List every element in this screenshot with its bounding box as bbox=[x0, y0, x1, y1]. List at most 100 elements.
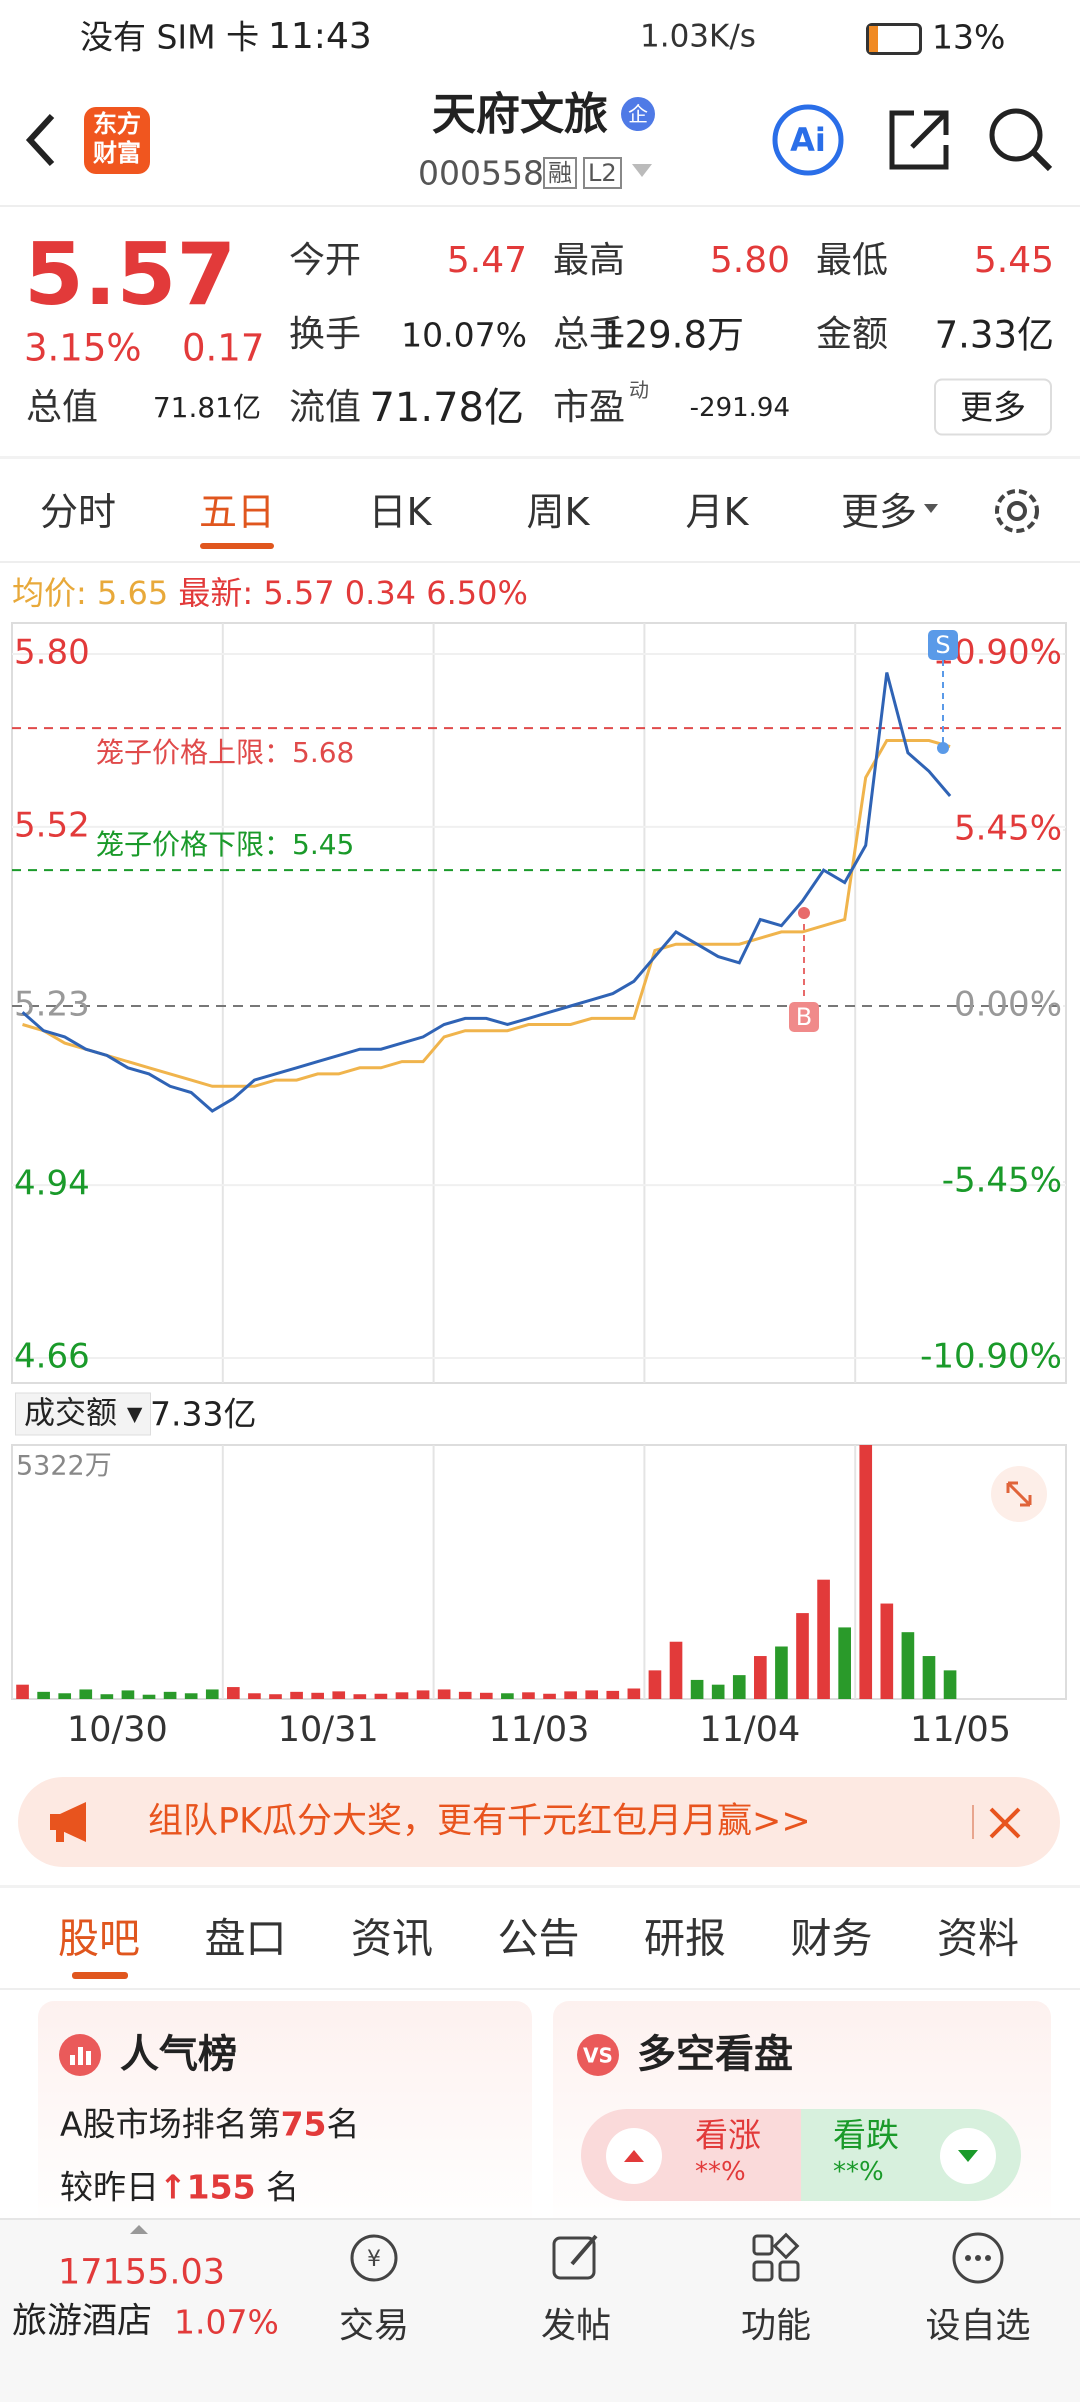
ai-button[interactable]: Ai bbox=[770, 102, 846, 178]
share-button[interactable] bbox=[884, 105, 954, 175]
volume-selector[interactable]: 成交额 ▾ bbox=[15, 1392, 152, 1436]
y2-tick-label: -5.45% bbox=[942, 1161, 1062, 1201]
volume-bar bbox=[943, 1670, 957, 1699]
svg-text:VS: VS bbox=[583, 2044, 613, 2068]
nav-label[interactable]: 发帖 bbox=[540, 2306, 612, 2347]
svg-text:Ai: Ai bbox=[790, 121, 826, 159]
bear-button[interactable] bbox=[938, 2126, 998, 2186]
clock: 11:43 bbox=[268, 16, 372, 57]
volume-bar bbox=[142, 1694, 156, 1699]
period-tab[interactable]: 日K bbox=[368, 490, 432, 534]
y2-tick-label: 0.00% bbox=[954, 985, 1062, 1025]
period-tab[interactable]: 月K bbox=[685, 490, 749, 534]
nav-icon[interactable] bbox=[746, 2228, 806, 2288]
volume-bar bbox=[37, 1691, 50, 1699]
stat-label: 流值 bbox=[289, 387, 362, 428]
nav-icon[interactable]: ¥ bbox=[344, 2228, 404, 2288]
content-tab[interactable]: 公告 bbox=[497, 1914, 580, 1963]
period-tab[interactable]: 周K bbox=[526, 490, 590, 534]
banner[interactable] bbox=[18, 1777, 1060, 1867]
divider bbox=[0, 456, 1080, 459]
change-amount: 0.17 bbox=[182, 326, 265, 370]
change-prefix: 较昨日 bbox=[60, 2167, 159, 2207]
rank-prefix: A股市场排名第 bbox=[60, 2104, 281, 2144]
price-line bbox=[21, 672, 952, 1113]
more-button[interactable]: 更多 bbox=[934, 378, 1052, 436]
pull-up-icon[interactable] bbox=[128, 2222, 150, 2236]
rank-line: A股市场排名第75名 bbox=[60, 2108, 360, 2141]
period-tab[interactable]: 分时 bbox=[39, 490, 117, 534]
volume-bar bbox=[775, 1646, 788, 1699]
volume-bar bbox=[817, 1579, 830, 1699]
change-suffix: 名 bbox=[266, 2167, 300, 2207]
volume-bar bbox=[184, 1693, 198, 1699]
sector-pct[interactable]: 1.07% bbox=[174, 2302, 279, 2342]
banner-text[interactable]: 组队PK瓜分大奖，更有千元红包月月赢>> bbox=[148, 1801, 811, 1842]
buy-marker-dot bbox=[798, 907, 810, 919]
settings-button[interactable] bbox=[990, 484, 1044, 538]
battery-level bbox=[869, 26, 878, 52]
nav-label[interactable]: 设自选 bbox=[925, 2306, 1031, 2347]
rank-change: 155 bbox=[186, 2167, 256, 2207]
content-tab[interactable]: 资讯 bbox=[351, 1914, 433, 1963]
stat-label: 换手 bbox=[289, 314, 362, 355]
index-value[interactable]: 17155.03 bbox=[58, 2252, 226, 2293]
close-button[interactable] bbox=[988, 1806, 1022, 1840]
volume-bar bbox=[58, 1693, 72, 1699]
latest-value: 5.57 bbox=[263, 574, 335, 612]
period-tab[interactable]: 更多 bbox=[840, 490, 918, 534]
volume-bar bbox=[416, 1690, 430, 1699]
limit-label: 笼子价格下限： bbox=[96, 828, 292, 861]
nav-icon[interactable] bbox=[948, 2228, 1008, 2288]
expand-button[interactable] bbox=[990, 1465, 1048, 1523]
popularity-card[interactable] bbox=[38, 2001, 532, 2231]
volume-bar bbox=[501, 1693, 514, 1699]
dropdown-icon[interactable] bbox=[630, 162, 654, 180]
y-tick-label: 5.23 bbox=[14, 985, 90, 1025]
volume-bar bbox=[564, 1691, 577, 1699]
search-button[interactable] bbox=[986, 105, 1056, 175]
volume-tick-label: 5322万 bbox=[16, 1451, 112, 1482]
divider bbox=[0, 561, 1080, 563]
stat-value: 7.33亿 bbox=[934, 313, 1054, 357]
sell-marker-box bbox=[928, 630, 958, 660]
nav-icon[interactable] bbox=[546, 2228, 606, 2288]
volume-bar bbox=[395, 1692, 409, 1699]
stat-value: 71.81亿 bbox=[152, 391, 261, 424]
nav-label[interactable]: 交易 bbox=[338, 2306, 410, 2347]
volume-bar bbox=[374, 1693, 388, 1699]
content-tab[interactable]: 股吧 bbox=[58, 1914, 140, 1963]
content-tab[interactable]: 研报 bbox=[644, 1914, 726, 1963]
rank-icon bbox=[59, 2034, 101, 2076]
card-title: 多空看盘 bbox=[637, 2032, 794, 2078]
limit-value: 5.68 bbox=[292, 736, 354, 769]
content-tab[interactable]: 财务 bbox=[790, 1914, 873, 1963]
stat-label: 今开 bbox=[289, 240, 362, 281]
rank-value: 75 bbox=[280, 2104, 327, 2144]
sector-name[interactable]: 旅游酒店 bbox=[12, 2301, 153, 2342]
buy-marker: B bbox=[796, 1003, 812, 1031]
content-tab[interactable]: 盘口 bbox=[204, 1914, 287, 1963]
volume-bar bbox=[796, 1613, 809, 1699]
volume-bar bbox=[332, 1691, 346, 1699]
volume-bar bbox=[690, 1679, 704, 1699]
volume-bar bbox=[732, 1675, 746, 1699]
latest-change: 0.34 bbox=[344, 574, 417, 612]
y2-tick-label: 5.45% bbox=[954, 809, 1062, 849]
nav-label[interactable]: 功能 bbox=[740, 2306, 812, 2347]
average-line bbox=[22, 739, 951, 1088]
back-button[interactable] bbox=[22, 110, 62, 170]
volume-bar bbox=[248, 1693, 261, 1699]
vs-icon: VS bbox=[577, 2034, 619, 2076]
rank-change-line: 较昨日↑155 名 bbox=[60, 2171, 299, 2204]
volume-bar bbox=[522, 1692, 535, 1699]
limit-label: 笼子价格上限： bbox=[96, 736, 292, 769]
volume-bar bbox=[585, 1690, 599, 1699]
active-tab-indicator bbox=[72, 1972, 128, 1979]
bull-button[interactable] bbox=[604, 2126, 664, 2186]
period-tab[interactable]: 五日 bbox=[198, 490, 276, 534]
sell-marker: S bbox=[935, 631, 950, 659]
app-logo[interactable]: 东方 财富 bbox=[84, 107, 150, 174]
content-tab[interactable]: 资料 bbox=[937, 1914, 1019, 1963]
chart-info: 均价: 5.65 最新: 5.57 0.34 6.50% bbox=[12, 577, 528, 609]
